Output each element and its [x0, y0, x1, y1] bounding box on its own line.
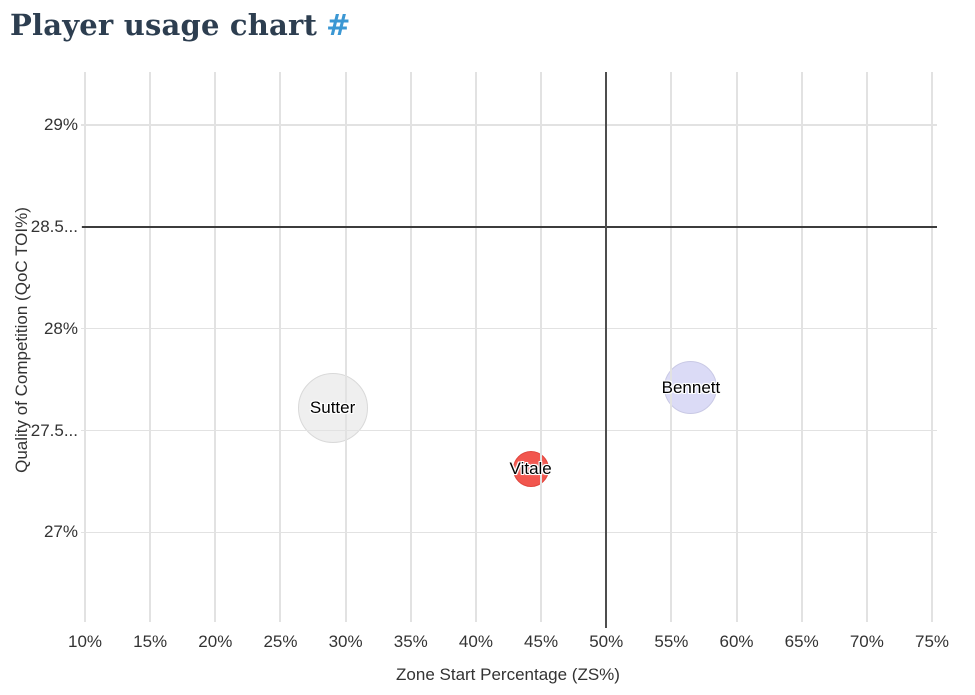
x-tick-label-25: 25%	[263, 632, 298, 651]
x-tick-label-55: 55%	[654, 632, 689, 651]
bubble-vitale[interactable]	[512, 451, 549, 488]
title-anchor-link[interactable]: #	[326, 8, 351, 42]
bubble-label-sutter: Sutter	[309, 398, 356, 418]
page-title: Player usage chart #	[10, 4, 351, 46]
x-tick-label-40: 40%	[458, 632, 493, 651]
x-tick-label-35: 35%	[393, 632, 428, 651]
gridline-x-75	[931, 72, 933, 622]
x-tick-label-65: 65%	[784, 632, 819, 651]
x-tick-label-15: 15%	[133, 632, 168, 651]
x-tick-label-20: 20%	[198, 632, 233, 651]
bubble-label-bennett: Bennett	[661, 377, 721, 397]
gridline-x-20	[214, 72, 217, 622]
x-tick-label-60: 60%	[719, 632, 754, 651]
gridline-x-55	[670, 72, 673, 622]
x-tick-label-50: 50%	[589, 632, 624, 651]
gridline-x-65	[800, 72, 803, 622]
y-tick-label-28: 28%	[43, 318, 78, 338]
gridline-x-25	[279, 72, 282, 622]
y-tick-label-29: 29%	[43, 114, 78, 134]
x-tick-label-45: 45%	[524, 632, 559, 651]
page-title-text: Player usage chart	[10, 8, 318, 42]
gridline-y-28	[81, 327, 937, 330]
refline-horizontal-28-5pct	[82, 226, 937, 228]
gridline-x-70	[865, 72, 868, 622]
gridline-x-30	[344, 72, 347, 622]
bubble-label-vitale: Vitale	[509, 459, 552, 479]
x-axis-title: Zone Start Percentage (ZS%)	[396, 665, 620, 684]
gridline-y-27.5	[81, 429, 937, 432]
refline-vertical-50pct	[605, 72, 608, 628]
gridline-x-35	[409, 72, 412, 622]
y-tick-label-28.5: 28.5...	[30, 216, 78, 236]
gridline-y-27	[81, 531, 937, 534]
x-tick-label-30: 30%	[328, 632, 363, 651]
gridline-x-40	[474, 72, 477, 622]
y-tick-label-27.5: 27.5...	[30, 420, 78, 440]
bubble-bennett[interactable]	[664, 361, 718, 415]
bubble-sutter[interactable]	[297, 373, 368, 444]
gridline-x-45	[540, 72, 543, 622]
gridline-x-60	[735, 72, 738, 622]
gridline-x-15	[149, 72, 152, 622]
y-tick-label-27: 27%	[43, 522, 78, 542]
x-tick-label-70: 70%	[849, 632, 884, 651]
gridline-y-29	[81, 124, 937, 126]
x-tick-label-10: 10%	[67, 632, 103, 651]
gridline-x-10	[84, 72, 86, 622]
y-axis-title: Quality of Competition (QoC TOI%)	[12, 207, 31, 473]
x-tick-label-75: 75%	[914, 632, 950, 651]
